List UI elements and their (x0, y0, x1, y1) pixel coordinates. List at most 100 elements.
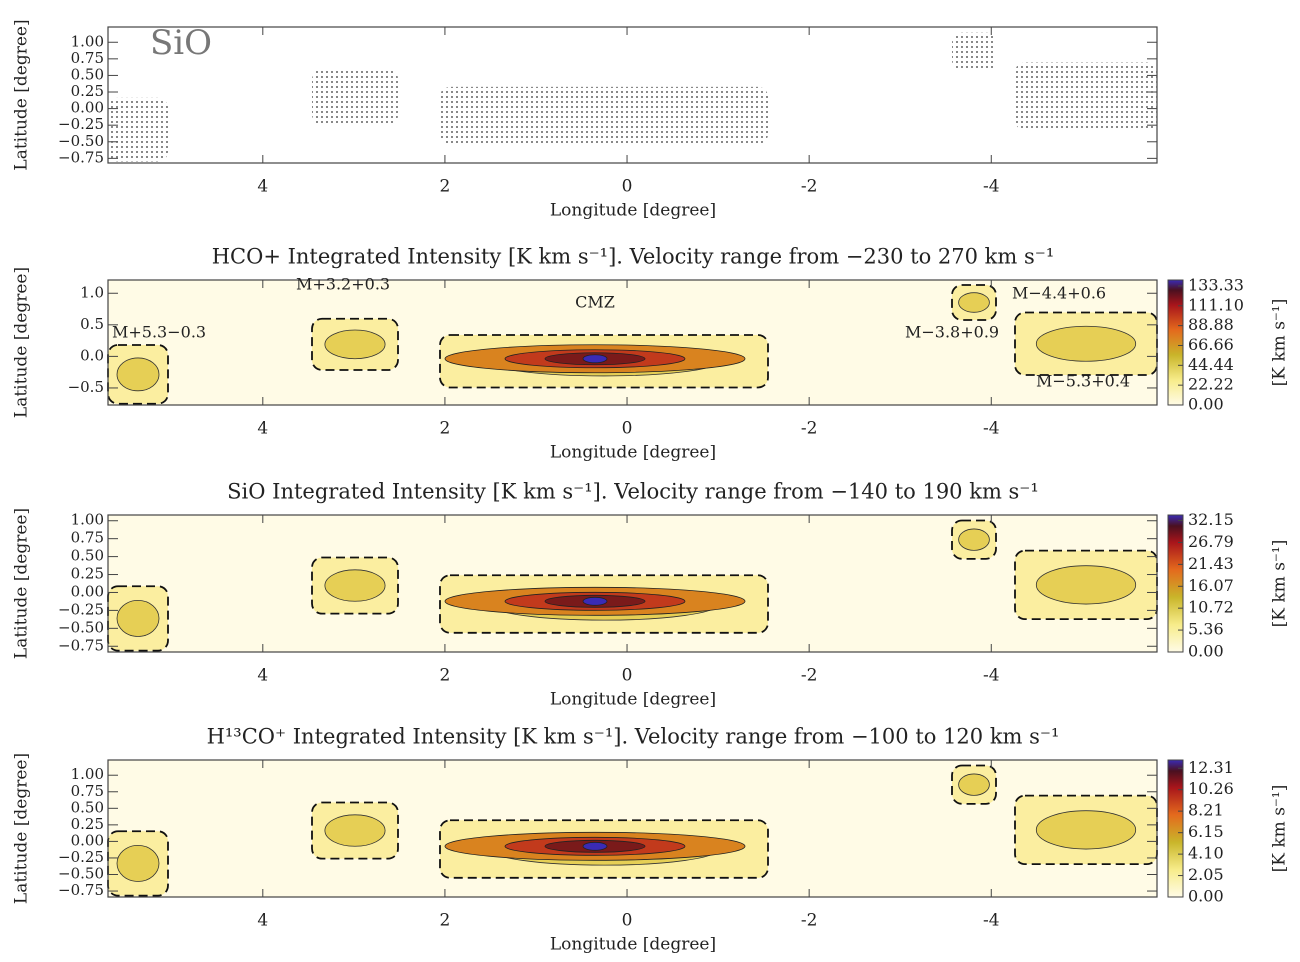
y-axis-label: Latitude [degree] (12, 508, 32, 659)
emission-region (952, 32, 996, 71)
colorbar-tick-label: 21.43 (1188, 554, 1234, 573)
colorbar-tick-label: 5.36 (1188, 620, 1224, 639)
x-axis-label: Longitude [degree] (550, 935, 716, 955)
x-tick-label: -4 (983, 419, 1000, 439)
colorbar-tick-label: 0.00 (1188, 395, 1224, 414)
y-axis-label: Latitude [degree] (12, 267, 32, 418)
x-tick-label: -2 (801, 666, 818, 686)
contour (1035, 325, 1137, 362)
contour (1035, 810, 1137, 850)
colorbar (1167, 759, 1184, 898)
colorbar-label: [K km s⁻¹] (1270, 785, 1290, 873)
y-tick-label: 0.0 (80, 346, 104, 364)
y-tick-label: −0.75 (58, 636, 104, 654)
colorbar-tick-label: 10.26 (1188, 779, 1234, 798)
chart-title: HCO+ Integrated Intensity [K km s⁻¹]. Ve… (212, 245, 1055, 269)
colorbar-tick-label: 2.05 (1188, 865, 1224, 884)
y-tick-label: −0.25 (58, 848, 104, 866)
colorbar-tick-label: 0.00 (1188, 642, 1224, 661)
colorbar-tick-label: 12.31 (1188, 758, 1234, 777)
y-tick-label: 0.50 (71, 65, 104, 83)
y-tick-label: 0.00 (71, 582, 104, 600)
contour-peak (582, 596, 608, 606)
x-tick-label: -2 (801, 911, 818, 931)
y-tick-label: 0.50 (71, 547, 104, 565)
colorbar-tick-label: 6.15 (1188, 822, 1224, 841)
y-tick-label: 0.00 (71, 99, 104, 117)
y-tick-label: −0.5 (68, 378, 104, 396)
colorbar-tick-label: 26.79 (1188, 532, 1234, 551)
annotation: M+5.3−0.3 (112, 323, 206, 342)
plot-frame (107, 759, 1158, 898)
x-tick-label: 4 (257, 911, 268, 931)
y-tick-label: 1.0 (80, 283, 104, 301)
y-tick-label: 0.25 (71, 565, 104, 583)
x-tick-label: 0 (622, 911, 633, 931)
colorbar-tick-label: 22.22 (1188, 375, 1234, 394)
colorbar-tick-label: 10.72 (1188, 598, 1234, 617)
colorbar-tick-label: 133.33 (1188, 275, 1244, 294)
colorbar-tick-label: 0.00 (1188, 887, 1224, 906)
colorbar (1167, 514, 1184, 653)
colorbar-tick-label: 111.10 (1188, 295, 1244, 314)
chart-title: SiO Integrated Intensity [K km s⁻¹]. Vel… (227, 480, 1039, 504)
colorbar-label: [K km s⁻¹] (1270, 299, 1290, 387)
y-tick-label: 0.00 (71, 831, 104, 849)
colorbar-tick-label: 66.66 (1188, 335, 1234, 354)
emission-region (108, 97, 168, 162)
y-tick-label: 0.75 (71, 782, 104, 800)
y-axis-label: Latitude [degree] (12, 753, 32, 904)
colorbar (1167, 279, 1184, 406)
y-tick-label: 0.75 (71, 49, 104, 67)
y-tick-label: 1.00 (71, 511, 104, 529)
contour (324, 569, 386, 602)
x-axis-label: Longitude [degree] (550, 690, 716, 710)
colorbar-tick-label: 4.10 (1188, 844, 1224, 863)
y-tick-label: 0.75 (71, 529, 104, 547)
contour (958, 292, 990, 313)
contour (958, 773, 990, 796)
contour-peak (582, 841, 608, 851)
x-tick-label: 0 (622, 419, 633, 439)
colorbar-tick-label: 16.07 (1188, 576, 1234, 595)
contour-peak (582, 354, 608, 364)
x-tick-label: 4 (257, 666, 268, 686)
y-tick-label: −0.50 (58, 618, 104, 636)
plot-frame (107, 26, 1158, 164)
panel-label: SiO (150, 23, 212, 63)
contour (116, 357, 160, 392)
annotation: M−5.3+0.4 (1036, 372, 1130, 391)
y-tick-label: 0.25 (71, 815, 104, 833)
x-tick-label: 2 (440, 419, 451, 439)
plot-frame (107, 514, 1158, 653)
emission-region (1015, 62, 1157, 131)
annotation: M−4.4+0.6 (1012, 284, 1106, 303)
x-tick-label: 4 (257, 419, 268, 439)
contour (958, 528, 990, 551)
y-tick-label: −0.75 (58, 881, 104, 899)
y-tick-label: −0.25 (58, 115, 104, 133)
x-tick-label: -4 (983, 177, 1000, 197)
y-tick-label: 0.5 (80, 315, 104, 333)
chart-title: H¹³CO⁺ Integrated Intensity [K km s⁻¹]. … (207, 725, 1060, 749)
colorbar-tick-label: 32.15 (1188, 510, 1234, 529)
emission-region (440, 86, 768, 144)
x-axis-label: Longitude [degree] (550, 443, 716, 463)
x-tick-label: 2 (440, 911, 451, 931)
contour (1035, 565, 1137, 605)
x-tick-label: -2 (801, 177, 818, 197)
x-tick-label: 4 (257, 177, 268, 197)
x-tick-label: 2 (440, 177, 451, 197)
x-tick-label: -4 (983, 666, 1000, 686)
annotation: M−3.8+0.9 (905, 323, 999, 342)
colorbar-label: [K km s⁻¹] (1270, 540, 1290, 628)
y-axis-label: Latitude [degree] (12, 19, 32, 170)
x-tick-label: 0 (622, 666, 633, 686)
y-tick-label: −0.50 (58, 864, 104, 882)
contour (324, 329, 386, 360)
annotation: M+3.2+0.3 (296, 275, 390, 294)
contour (324, 814, 386, 847)
annotation: CMZ (575, 293, 615, 312)
colorbar-tick-label: 44.44 (1188, 355, 1234, 374)
